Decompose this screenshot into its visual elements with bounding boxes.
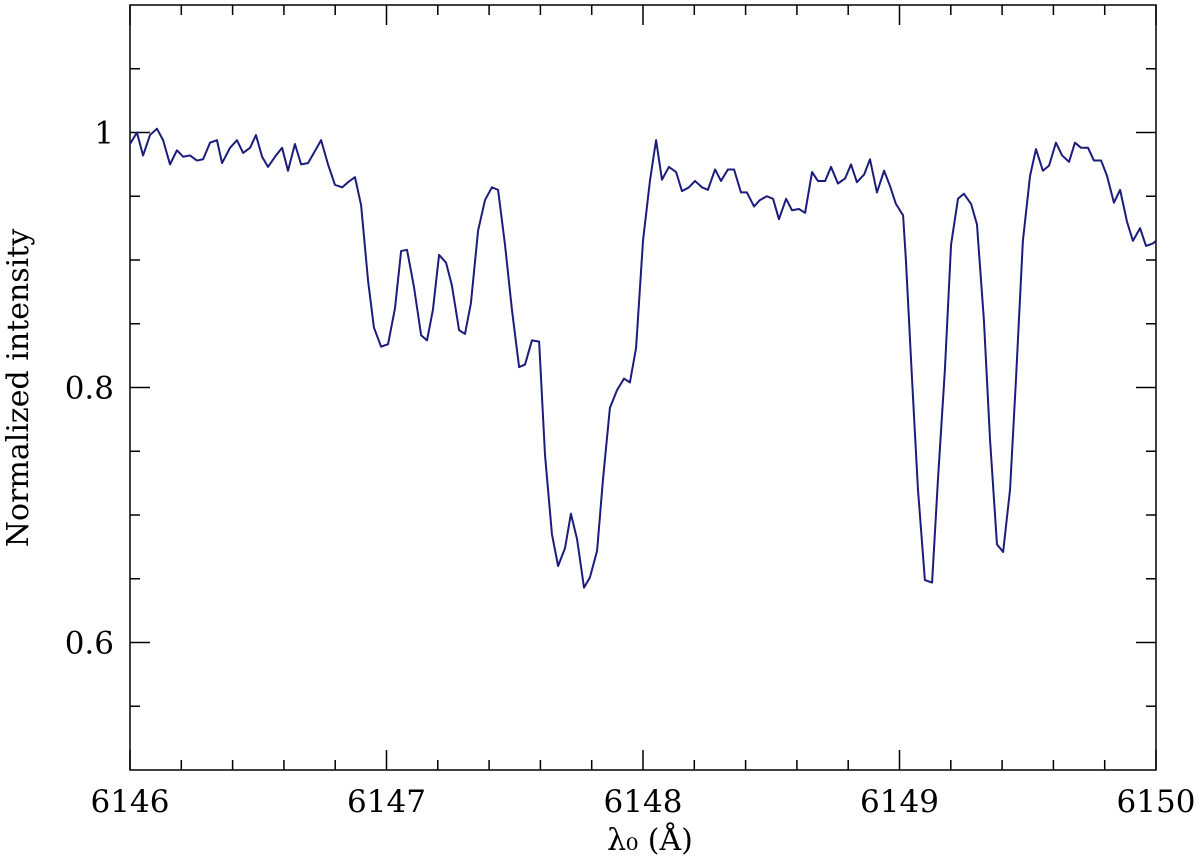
x-tick-label: 6150 xyxy=(1117,784,1196,820)
x-tick-label: 6146 xyxy=(91,784,170,820)
y-tick-label: 1 xyxy=(94,116,114,152)
x-tick-label: 6149 xyxy=(860,784,939,820)
x-axis-label: λ₀ (Å) xyxy=(607,822,693,858)
y-tick-label: 0.8 xyxy=(65,371,114,407)
x-tick-label: 6147 xyxy=(347,784,426,820)
y-tick-label: 0.6 xyxy=(65,626,114,662)
x-tick-label: 6148 xyxy=(604,784,683,820)
spectrum-line xyxy=(129,127,1157,589)
y-axis-label: Normalized intensity xyxy=(1,229,36,548)
plot-frame xyxy=(129,4,1157,771)
